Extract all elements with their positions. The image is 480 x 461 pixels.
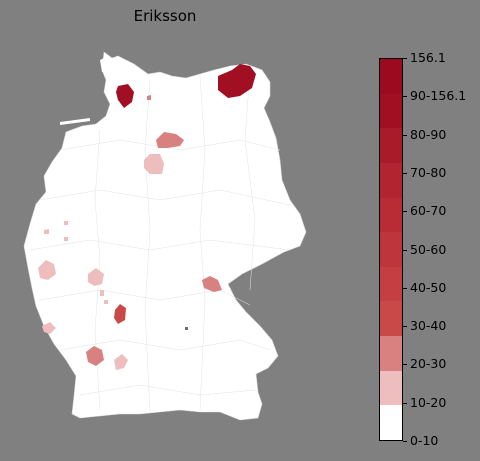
district-hesse-3 (104, 300, 108, 304)
legend-tick-label: 0-10 (410, 433, 439, 448)
legend-tick-mark (403, 134, 407, 136)
legend-tick-mark (403, 326, 407, 328)
legend-tick-mark (403, 364, 407, 366)
legend-tick-label: 80-90 (410, 126, 447, 142)
north-frisian-islands (100, 58, 106, 72)
legend-tick-label: 20-30 (410, 356, 447, 372)
district-stuttgart-area (114, 354, 128, 370)
district-karlsruhe (86, 346, 104, 366)
district-saxony-zwickau (202, 276, 222, 292)
legend-swatch-6 (380, 232, 402, 267)
legend-tick-mark (403, 172, 407, 174)
legend-swatch-11 (380, 59, 402, 94)
district-hesse-1 (88, 268, 104, 286)
district-saarland-edge (42, 322, 56, 334)
legend-tick-mark (403, 287, 407, 289)
legend-tick-mark (403, 96, 407, 98)
legend-tick-mark (403, 58, 407, 59)
district-rhine-neckar (114, 304, 126, 324)
district-west-small-2 (64, 221, 68, 225)
legend-tick-label: 50-60 (410, 241, 447, 257)
district-hannover-region (156, 132, 184, 148)
legend-tick-label: 60-70 (410, 203, 447, 219)
color-legend (379, 58, 403, 441)
district-west-small-3 (64, 237, 68, 241)
map-title: Eriksson (133, 7, 197, 25)
legend-tick-mark (403, 211, 407, 213)
legend-swatch-5 (380, 266, 402, 302)
legend-swatch-9 (380, 128, 402, 163)
district-hesse-2 (100, 290, 104, 296)
district-tiny-east (185, 327, 188, 330)
district-schleswig-flensburg (116, 84, 134, 108)
district-rostock-coast (218, 64, 256, 98)
legend-tick-mark (403, 402, 407, 404)
legend-tick-label: 40-50 (410, 279, 447, 295)
legend-swatch-3 (380, 336, 402, 371)
district-west-small-1 (44, 229, 49, 234)
legend-tick-label: 10-20 (410, 394, 447, 410)
legend-tick-label: 30-40 (410, 318, 447, 334)
legend-swatch-8 (380, 162, 402, 198)
legend-tick-label: 156.1 (410, 50, 446, 65)
legend-tick-label: 70-80 (410, 164, 447, 180)
legend-tick-mark (403, 441, 407, 442)
district-small-north (147, 95, 151, 100)
legend-swatch-10 (380, 93, 402, 129)
legend-tick-mark (403, 249, 407, 251)
district-hildesheim (144, 154, 164, 174)
legend-swatch-7 (380, 197, 402, 233)
legend-swatch-1 (380, 405, 402, 440)
district-cologne-area (38, 260, 56, 280)
east-frisian-islands (60, 118, 90, 125)
legend-tick-label: 90-156.1 (410, 88, 467, 104)
legend-swatch-4 (380, 301, 402, 337)
germany-outline (23, 51, 307, 421)
legend-swatch-2 (380, 370, 402, 406)
